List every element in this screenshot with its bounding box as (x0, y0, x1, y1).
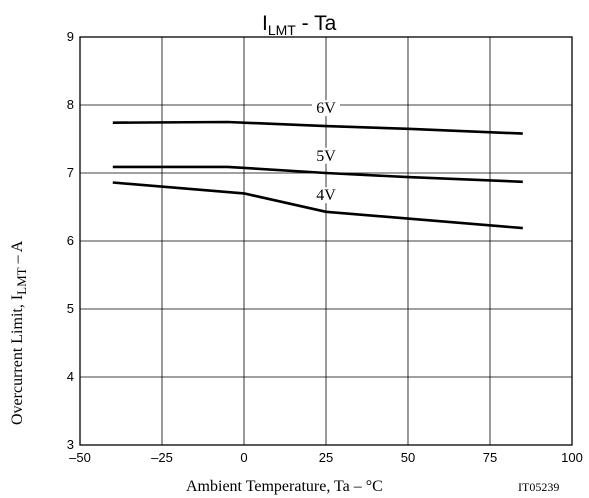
series-line-4V (112, 181, 523, 230)
series-label-bg (312, 187, 340, 204)
series-line-6V (112, 120, 523, 135)
y-tick-label: 4 (67, 369, 74, 384)
series-label-4V: 4V (316, 187, 336, 204)
x-tick-label: 100 (561, 450, 583, 465)
y-tick-label: 3 (67, 437, 74, 452)
series-line-5V (112, 165, 523, 184)
y-ticks: 3 4 5 6 7 8 9 (67, 29, 74, 452)
y-tick-label: 8 (67, 97, 74, 112)
y-tick-label: 6 (67, 233, 74, 248)
series-label-6V: 6V (316, 100, 336, 117)
y-tick-label: 5 (67, 301, 74, 316)
grid (80, 37, 572, 445)
series-label-bg (312, 147, 340, 164)
x-axis-label: Ambient Temperature, Ta – °C (186, 478, 383, 495)
series-group: 6V 5V 4V (112, 100, 523, 230)
chart-title: ILMT - Ta (262, 12, 337, 38)
series-label-5V: 5V (316, 148, 336, 165)
y-tick-label: 7 (67, 165, 74, 180)
x-ticks: –50 –25 0 25 50 75 100 (69, 450, 583, 465)
x-tick-label: 50 (401, 450, 415, 465)
x-tick-label: –50 (69, 450, 91, 465)
y-tick-label: 9 (67, 29, 74, 44)
x-tick-label: 75 (483, 450, 497, 465)
x-tick-label: –25 (151, 450, 173, 465)
x-tick-label: 25 (319, 450, 333, 465)
figure-code: IT05239 (518, 480, 559, 494)
y-axis-label: Overcurrent Limit, ILMT – A (9, 240, 29, 425)
series-label-bg (312, 100, 340, 117)
x-tick-label: 0 (240, 450, 247, 465)
